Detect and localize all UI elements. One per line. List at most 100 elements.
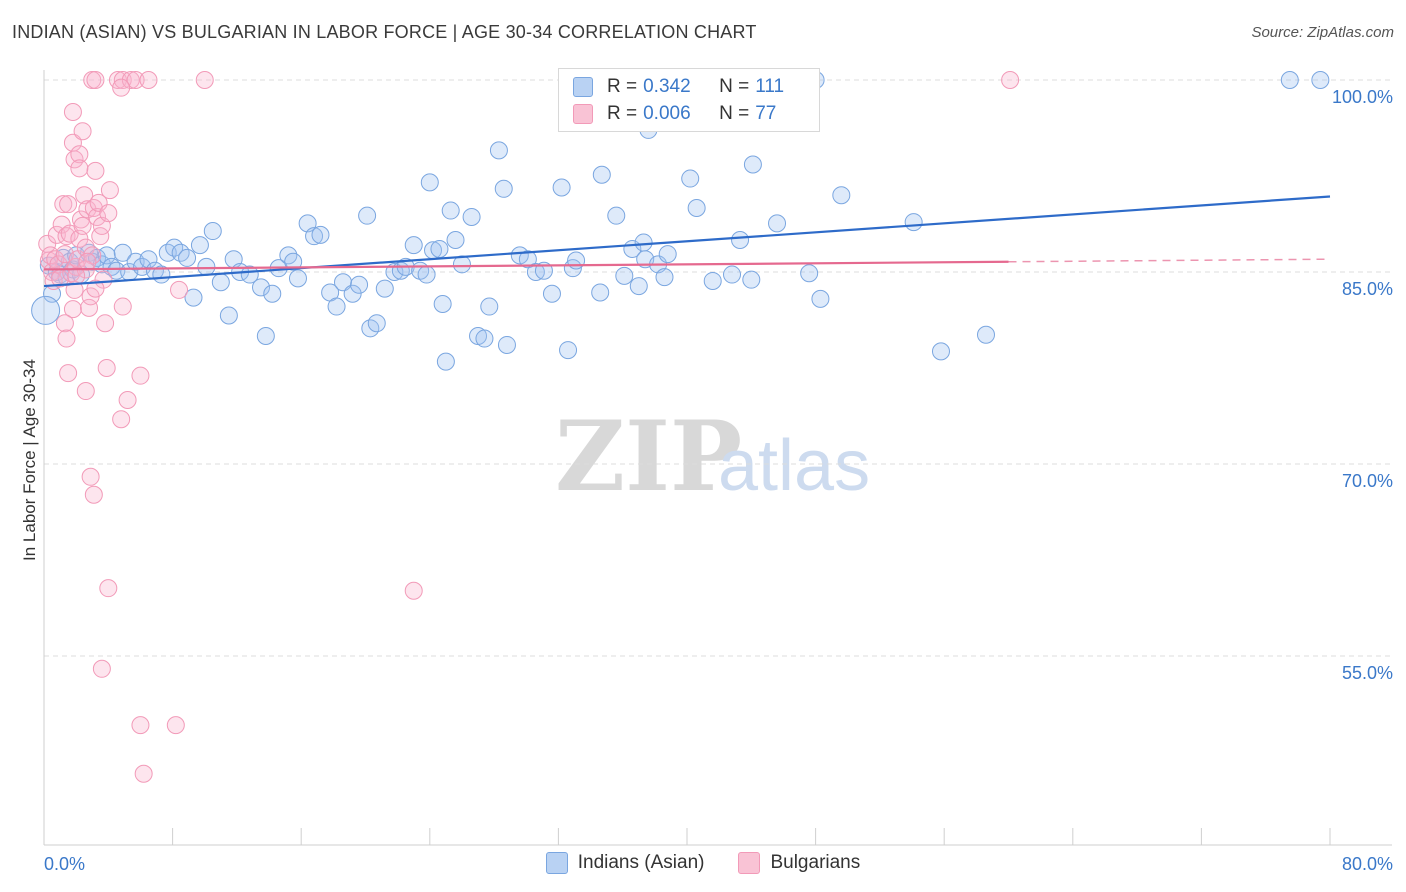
x-tick-label: 80.0% (1342, 854, 1393, 874)
indians-point (731, 231, 750, 249)
bulgarians-trend-line (43, 260, 1009, 271)
indians-point (31, 295, 61, 325)
bulgarians-point (78, 200, 97, 219)
legend-row-bulgarians: R = 0.006 N = 77 (573, 102, 782, 126)
indians-point (976, 325, 995, 344)
indians-point (305, 227, 324, 246)
indians-point (436, 352, 455, 371)
bulgarians-point (73, 216, 92, 235)
bulgarians-point (134, 764, 153, 783)
bulgarians-point (70, 159, 89, 178)
bulgarians-point (86, 71, 105, 89)
indians-point (327, 297, 346, 316)
legend-item-indians[interactable]: Indians (Asian) (545, 852, 705, 874)
indians-point (311, 225, 330, 244)
indians-point (475, 329, 494, 348)
bulgarians-point (113, 297, 132, 316)
bulgarians-point (86, 279, 105, 298)
legend-item-bulgarians[interactable]: Bulgarians (738, 852, 860, 874)
bulgarians-point (112, 78, 131, 97)
bulgarians-point (100, 181, 119, 200)
indians-point (634, 233, 653, 252)
r-label: R = (607, 76, 638, 97)
r-label: R = (607, 103, 638, 124)
indians-point (480, 297, 499, 316)
indians-point (723, 265, 742, 284)
indians-point (284, 252, 303, 271)
bulgarians-point (126, 71, 145, 89)
bulgarians-r-value: 0.006 (643, 103, 691, 124)
indians-point (591, 283, 610, 302)
bulgarians-point (47, 225, 66, 244)
indians-point (184, 288, 203, 307)
indians-point (904, 213, 923, 232)
indians-point (178, 248, 197, 267)
indians-point (190, 236, 209, 255)
bulgarians-point (84, 485, 103, 504)
indians-point (1280, 71, 1299, 89)
bulgarians-point (88, 207, 107, 226)
bulgarians-point (73, 122, 92, 141)
bulgarians-swatch (573, 104, 593, 124)
y-tick-label: 100.0% (1332, 87, 1393, 107)
bulgarians-point (118, 391, 137, 409)
indians-point (433, 295, 452, 313)
bulgarians-point (99, 204, 118, 223)
indians-point (832, 186, 851, 205)
bulgarians-point (81, 467, 100, 486)
indians-point (203, 222, 222, 241)
bulgarians-point (92, 659, 111, 678)
bulgarians-point (131, 366, 150, 385)
indians-point (256, 327, 275, 345)
indians-trend-line (43, 195, 1331, 288)
bulgarians-point (70, 145, 89, 164)
bulgarians-point (195, 71, 214, 89)
indians-point (567, 251, 586, 270)
indians-point (931, 342, 950, 361)
indians-point (1311, 71, 1330, 89)
indians-point (607, 206, 626, 225)
bulgarians-point (97, 359, 116, 377)
n-label: N = (719, 76, 750, 97)
indians-point (446, 231, 465, 249)
bulgarians-point (71, 210, 90, 229)
indians-point (615, 266, 634, 285)
x-tick-label: 0.0% (44, 854, 85, 874)
indians-r-value: 0.342 (643, 76, 691, 97)
indians-point (518, 250, 537, 269)
indians-legend-label: Indians (Asian) (577, 852, 705, 873)
watermark-zip: ZIP (555, 400, 742, 513)
bulgarians-point (131, 716, 150, 735)
indians-point (288, 269, 307, 288)
bulgarians-point (75, 186, 94, 205)
indians-point (430, 239, 449, 258)
bulgarians-point (404, 581, 423, 600)
watermark-atlas: atlas (718, 426, 870, 506)
indians-point (629, 277, 648, 296)
indians-legend-swatch (545, 852, 568, 874)
correlation-legend: R = 0.342 N = 111 R = 0.006 N = 77 (558, 68, 820, 132)
source-label: Source: ZipAtlas.com (1251, 24, 1394, 41)
indians-point (658, 245, 677, 264)
indians-point (375, 279, 394, 298)
indians-point (113, 243, 132, 262)
bulgarians-point (166, 716, 185, 735)
bulgarians-point (139, 71, 158, 89)
indians-point (420, 173, 439, 192)
indians-point (350, 275, 369, 294)
indians-point (655, 268, 674, 287)
indians-point (800, 264, 819, 283)
bulgarians-point (57, 329, 76, 348)
bulgarians-point (80, 298, 99, 317)
indians-point (489, 141, 508, 160)
indians-point (219, 306, 238, 325)
bulgarians-point (63, 300, 82, 319)
bulgarians-legend-label: Bulgarians (770, 852, 861, 873)
indians-point (742, 270, 761, 289)
bulgarians-point (59, 195, 78, 214)
chart-title: INDIAN (ASIAN) VS BULGARIAN IN LABOR FOR… (12, 22, 757, 42)
bulgarians-legend-swatch (738, 852, 761, 874)
indians-point (240, 265, 259, 284)
bulgarians-point (1001, 71, 1020, 89)
bulgarians-trend-extension (1008, 258, 1331, 263)
